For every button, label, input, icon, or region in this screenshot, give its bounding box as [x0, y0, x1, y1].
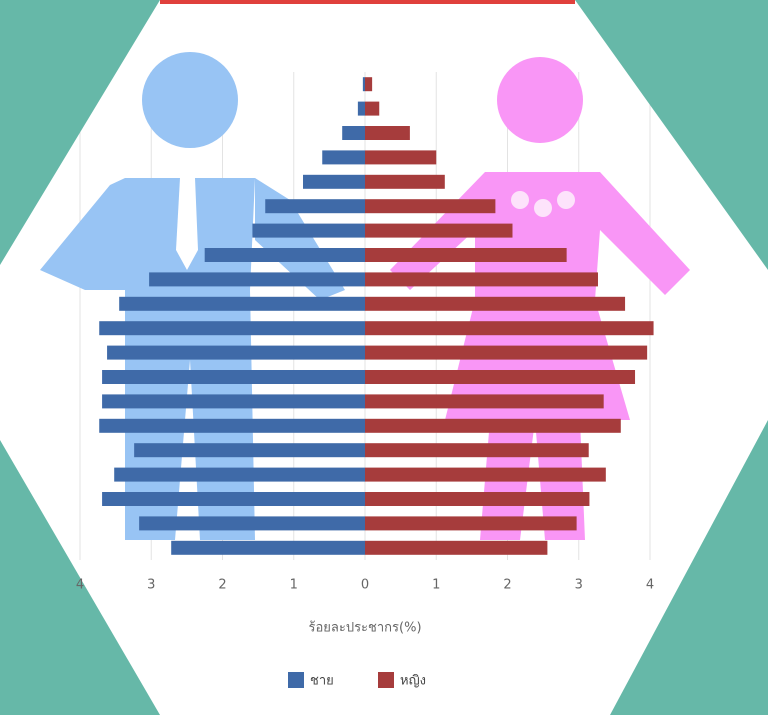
page: ร้อยละประชากร(%) ชายหญิง 432101234 (() =… — [0, 0, 768, 715]
bar — [149, 272, 365, 286]
legend-swatch — [378, 672, 394, 688]
bar — [171, 541, 365, 555]
bar — [365, 272, 598, 286]
top-rule — [160, 0, 575, 4]
bar — [252, 224, 365, 238]
chart: ร้อยละประชากร(%) ชาย หญิง 4 3 2 1 0 1 2 3 4 — [0, 0, 768, 715]
bar — [365, 102, 379, 116]
bar — [303, 175, 365, 189]
bar — [114, 468, 365, 482]
legend: ชาย หญิง — [288, 672, 426, 689]
bar — [365, 126, 410, 140]
bar — [365, 346, 647, 360]
bar — [365, 492, 589, 506]
bar — [365, 150, 436, 164]
bar — [365, 516, 577, 530]
bar — [365, 541, 547, 555]
x-tick-label: 0 — [361, 578, 369, 593]
man-figure — [40, 52, 345, 540]
bar — [102, 394, 365, 408]
x-tick-label: 3 — [575, 578, 583, 593]
bar — [102, 492, 365, 506]
bar — [99, 419, 365, 433]
bar — [365, 297, 625, 311]
x-tick-label: 2 — [218, 578, 226, 593]
bar — [365, 248, 567, 262]
legend-label: หญิง — [400, 674, 426, 689]
x-tick-label: 3 — [147, 578, 155, 593]
bar — [358, 102, 365, 116]
bar — [119, 297, 365, 311]
x-tick-label: 4 — [76, 578, 84, 593]
legend-swatch — [288, 672, 304, 688]
legend-label: ชาย — [310, 674, 334, 689]
bar — [365, 443, 589, 457]
bar — [365, 321, 654, 335]
bar — [365, 370, 635, 384]
bar — [322, 150, 365, 164]
x-tick-label: 1 — [290, 578, 298, 593]
bar — [365, 419, 621, 433]
bar — [107, 346, 365, 360]
x-tick-label: 2 — [503, 578, 511, 593]
bar — [205, 248, 365, 262]
bar — [265, 199, 365, 213]
bar — [365, 77, 372, 91]
bar — [342, 126, 365, 140]
bar — [365, 394, 604, 408]
bar — [365, 468, 606, 482]
bar — [365, 224, 512, 238]
x-tick-label: 1 — [432, 578, 440, 593]
bar — [365, 199, 495, 213]
bar — [365, 175, 445, 189]
bar — [139, 516, 365, 530]
x-axis-title: ร้อยละประชากร(%) — [308, 621, 421, 636]
bar — [99, 321, 365, 335]
bar — [363, 77, 365, 91]
bar — [102, 370, 365, 384]
x-tick-label: 4 — [646, 578, 654, 593]
bar — [134, 443, 365, 457]
